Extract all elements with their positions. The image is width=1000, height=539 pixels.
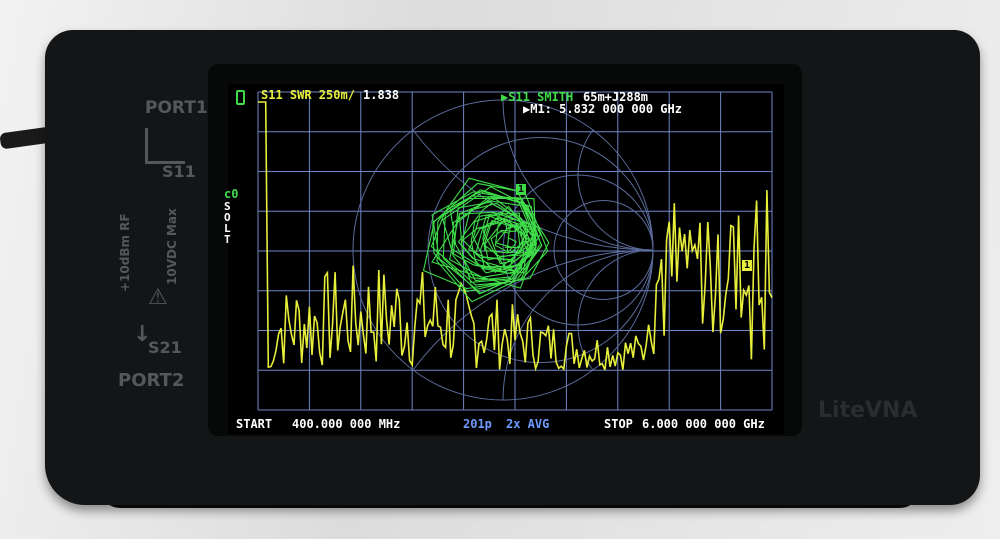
smith-reactance-arc xyxy=(502,99,654,251)
start-label[interactable]: START xyxy=(236,417,273,431)
trace1-label: S11 SWR 250m/ xyxy=(261,88,355,102)
port2-label: PORT2 xyxy=(118,370,185,391)
smith-reactance-arc xyxy=(577,249,654,371)
smith-reactance-arc xyxy=(412,249,654,371)
cal-t: T xyxy=(224,233,231,246)
start-value[interactable]: 400.000 000 MHz xyxy=(292,417,401,431)
s21-label: S21 xyxy=(148,338,182,357)
brand-logo: LiteVNA xyxy=(818,398,918,423)
warning-icon: ⚠ xyxy=(148,285,168,310)
rating-line1: +10dBm RF xyxy=(118,213,132,292)
points-count[interactable]: 201p xyxy=(463,417,492,431)
rating-line2: 10VDC Max xyxy=(165,208,179,285)
vna-screen[interactable]: S11 SWR 250m/ 1.838 ▶S11 SMITH 65m+J288m… xyxy=(224,84,784,434)
cal-l: L xyxy=(224,222,231,235)
smith-reactance-arc xyxy=(577,129,654,251)
s11-label: S11 xyxy=(162,162,196,181)
cal-method: S O L T xyxy=(224,201,234,245)
trace1-value: 1.838 xyxy=(363,88,400,102)
smith-trace xyxy=(422,177,550,303)
averaging[interactable]: 2x AVG xyxy=(506,417,550,431)
port1-arrow-icon xyxy=(145,128,185,164)
swr-marker[interactable]: 1 xyxy=(742,260,753,271)
trace2-label[interactable]: ▶S11 SMITH xyxy=(501,90,574,104)
plot-area xyxy=(257,91,773,411)
port1-label: PORT1 xyxy=(145,98,208,118)
stop-value[interactable]: 6.000 000 000 GHz xyxy=(642,417,765,431)
smith-marker[interactable]: 1 xyxy=(516,184,527,195)
cal-status: c0 xyxy=(224,187,239,201)
smith-reactance-arc xyxy=(502,249,654,401)
stop-label[interactable]: STOP xyxy=(604,417,633,431)
trace2-value: 65m+J288m xyxy=(583,90,649,104)
cal-o: O xyxy=(224,211,231,224)
smith-resistance-circle xyxy=(502,174,654,326)
marker-readout[interactable]: ▶M1: 5.832 000 000 GHz xyxy=(523,102,682,116)
swr-trace xyxy=(258,101,773,372)
battery-icon xyxy=(236,90,245,105)
cal-s: S xyxy=(224,200,231,213)
port2-arrow-icon: ↓ xyxy=(133,322,152,347)
